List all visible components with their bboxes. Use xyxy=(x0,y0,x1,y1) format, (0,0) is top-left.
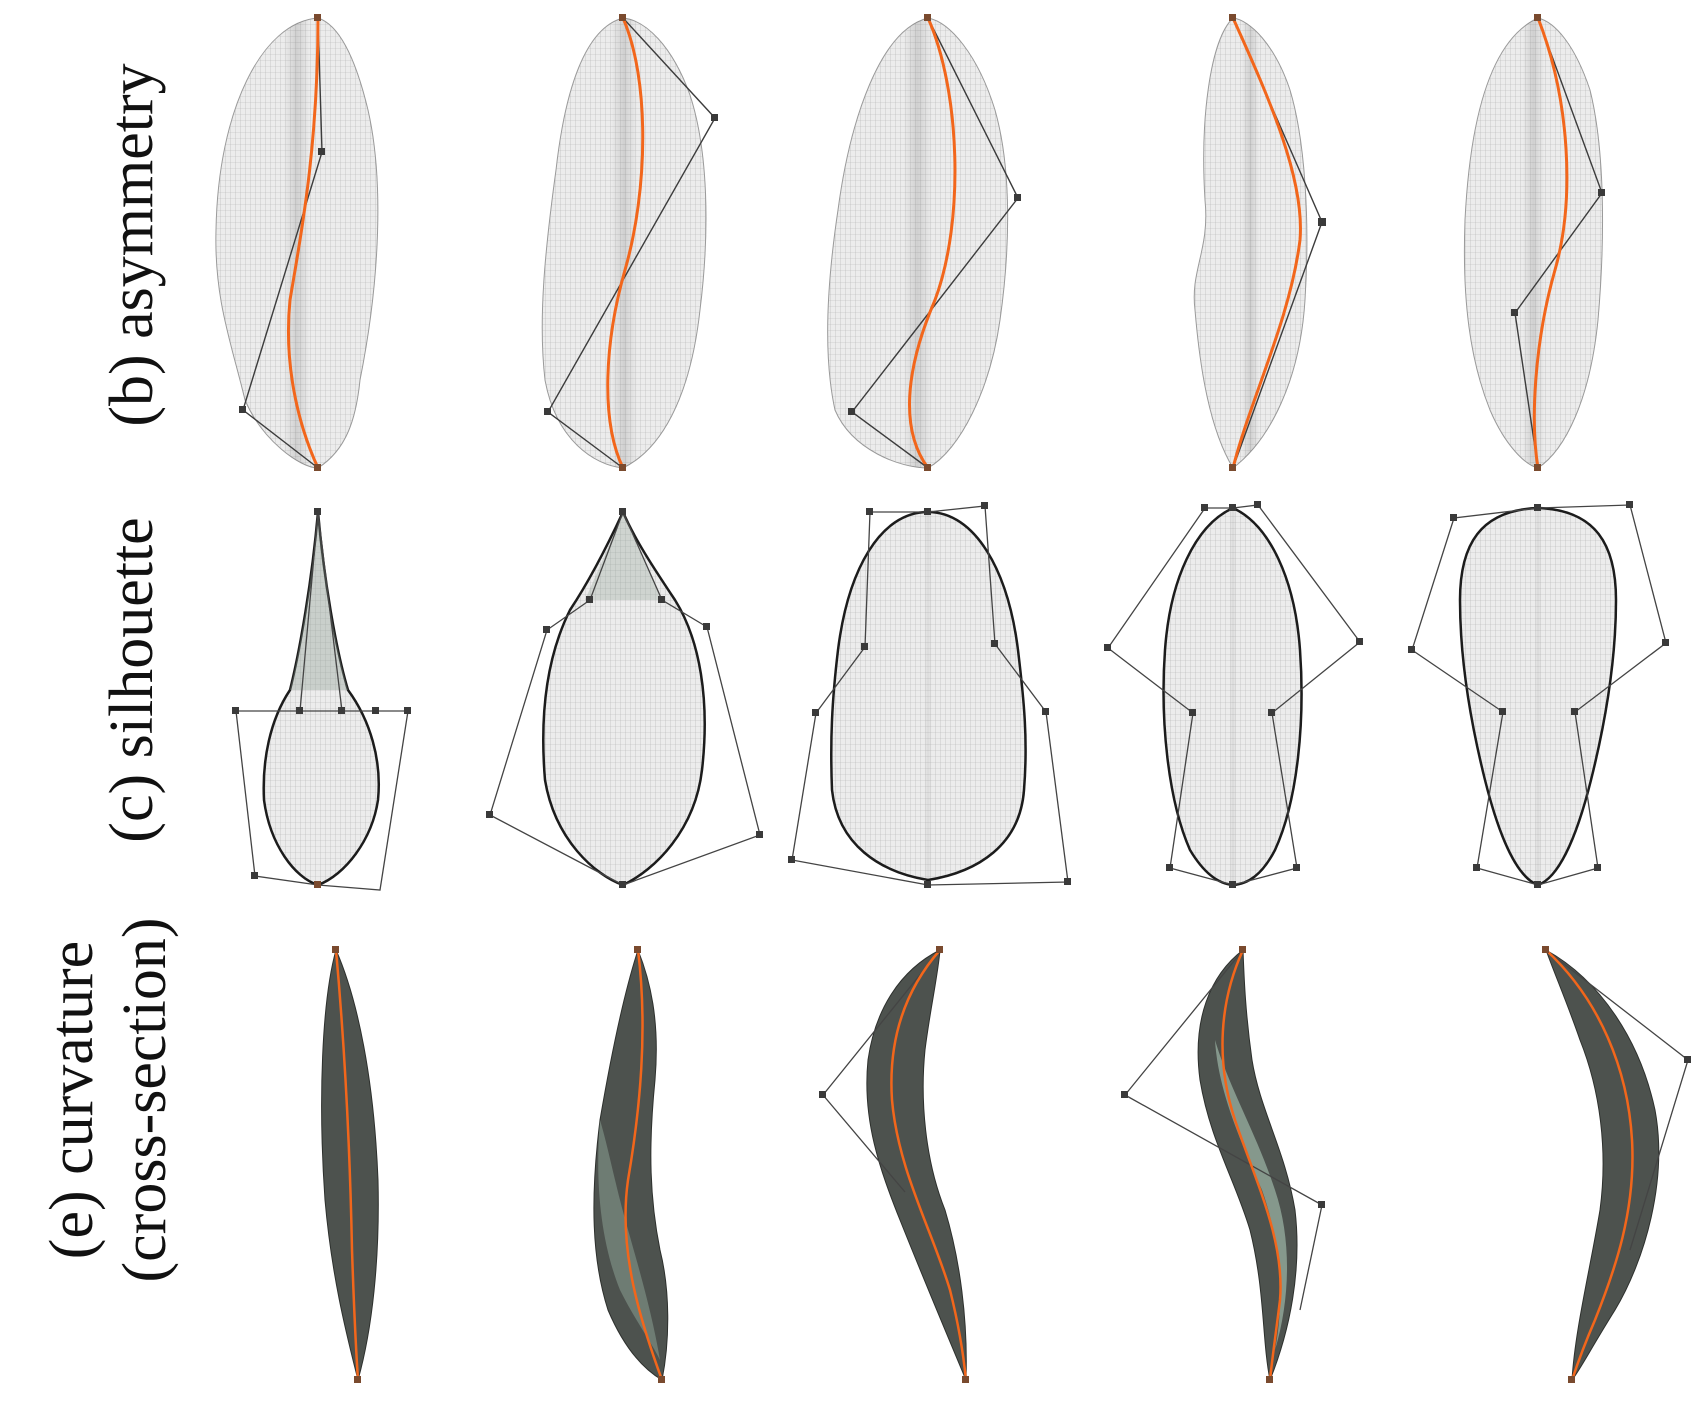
curvature-petal-5 xyxy=(1542,946,1691,1383)
curvature-petal-2 xyxy=(593,946,669,1383)
asymmetry-petal-2 xyxy=(541,14,718,471)
curvature-petal-1 xyxy=(321,946,379,1383)
row-label-cross-section: (cross-section) xyxy=(111,918,179,1283)
asymmetry-petal-1 xyxy=(215,14,379,471)
silhouette-petal-1 xyxy=(232,508,411,891)
asymmetry-petal-5 xyxy=(1463,14,1605,471)
asymmetry-petal-4 xyxy=(1193,14,1326,471)
silhouette-petal-5 xyxy=(1408,501,1669,888)
silhouette-petal-3 xyxy=(788,502,1071,888)
curvature-petal-3 xyxy=(819,946,969,1383)
row-label-asymmetry: (b) asymmetry xyxy=(98,63,166,426)
silhouette-petal-2 xyxy=(486,508,763,888)
curvature-petal-4 xyxy=(1121,946,1325,1383)
silhouette-petal-4 xyxy=(1104,501,1363,888)
row-label-curvature: (e) curvature xyxy=(38,941,106,1259)
row-label-silhouette: (c) silhouette xyxy=(98,517,166,842)
asymmetry-petal-3 xyxy=(827,14,1021,471)
